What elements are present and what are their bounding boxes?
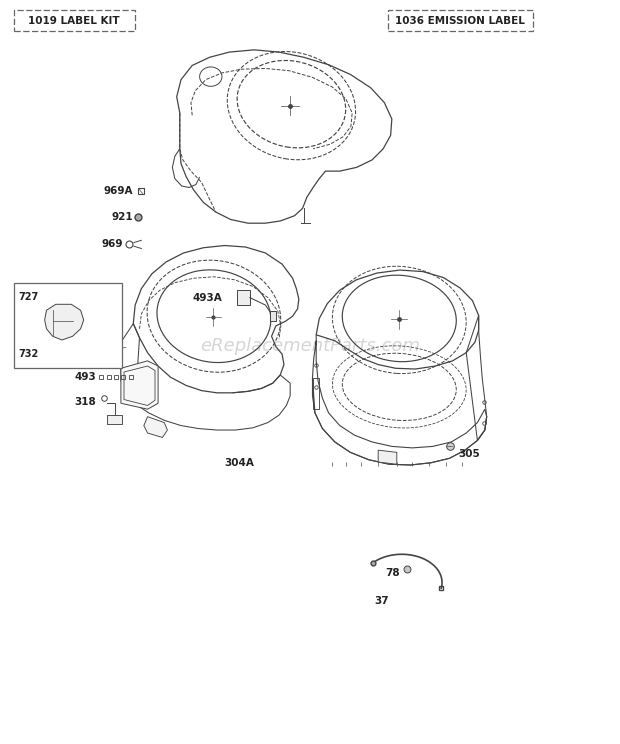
- Text: 78: 78: [385, 568, 400, 578]
- Text: 732: 732: [19, 349, 39, 359]
- Text: 727: 727: [19, 292, 39, 301]
- FancyBboxPatch shape: [388, 10, 533, 31]
- Polygon shape: [45, 304, 84, 340]
- Polygon shape: [121, 361, 158, 409]
- Polygon shape: [107, 415, 122, 424]
- Polygon shape: [144, 417, 167, 437]
- Text: 304A: 304A: [224, 458, 254, 468]
- Polygon shape: [378, 450, 397, 464]
- Text: 493: 493: [74, 372, 96, 382]
- Text: 969A: 969A: [104, 186, 133, 196]
- Text: 969: 969: [101, 239, 123, 249]
- Text: 921: 921: [112, 212, 133, 222]
- Text: 1019 LABEL KIT: 1019 LABEL KIT: [29, 16, 120, 26]
- Text: 493A: 493A: [192, 292, 222, 303]
- Text: 37: 37: [374, 596, 389, 606]
- Polygon shape: [237, 290, 250, 305]
- Text: 304: 304: [89, 344, 110, 355]
- FancyBboxPatch shape: [14, 10, 135, 31]
- FancyBboxPatch shape: [14, 283, 122, 368]
- Text: 305: 305: [459, 449, 481, 459]
- Text: 318: 318: [74, 397, 96, 407]
- Text: 1036 EMISSION LABEL: 1036 EMISSION LABEL: [396, 16, 525, 26]
- Text: eReplacementParts.com: eReplacementParts.com: [200, 337, 420, 355]
- Polygon shape: [270, 311, 276, 321]
